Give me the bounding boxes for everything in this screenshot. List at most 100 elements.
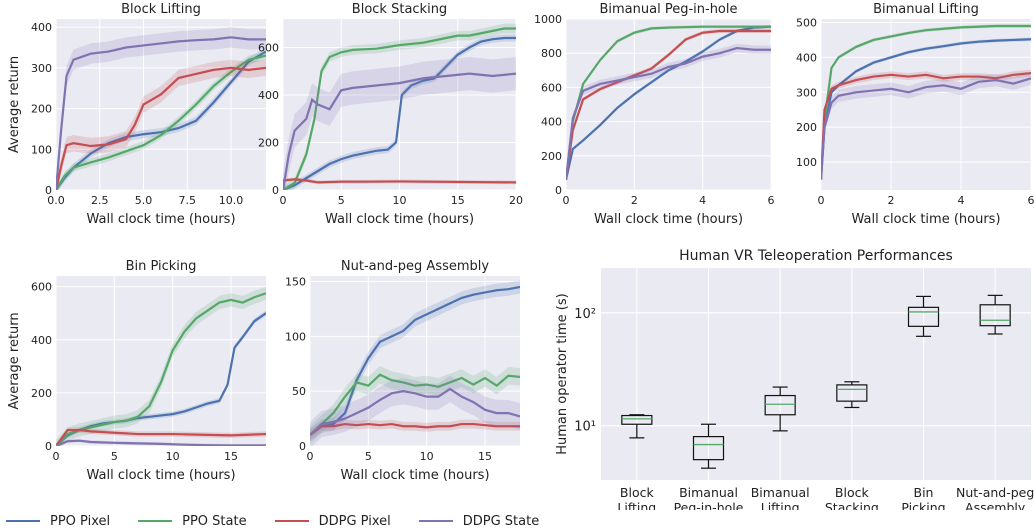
x-tick-label: 10.0 [219, 194, 244, 207]
box-body [979, 304, 1011, 327]
line-ddpg_pixel [56, 66, 266, 190]
box-3 [836, 381, 868, 409]
box-0 [621, 414, 653, 439]
x-tick-label: 5 [365, 450, 372, 463]
x-tick-label: Stacking [825, 500, 879, 510]
x-tick-label: Peg-in-hole [674, 500, 744, 510]
line-ppo_pixel [310, 285, 520, 436]
y-tick-label: 50 [292, 385, 306, 398]
legend-item-ppo-state: PPO State [138, 514, 247, 529]
y-axis-label: Average return [7, 56, 22, 153]
line-ppo_pixel [56, 312, 266, 446]
y-tick-label: 0 [45, 440, 52, 453]
line-ddpg_state [56, 439, 266, 446]
y-tick-label: 600 [541, 81, 562, 94]
x-tick-label: 5 [111, 450, 118, 463]
box-5 [979, 294, 1011, 335]
y-tick-label: 200 [796, 121, 817, 134]
y-tick-label: 200 [31, 387, 52, 400]
x-tick-label: 0.0 [47, 194, 65, 207]
box-body [621, 414, 653, 425]
legend: PPO Pixel PPO State DDPG Pixel DDPG Stat… [6, 512, 567, 530]
plot-area [821, 19, 1031, 190]
line-ddpg_pixel [566, 29, 771, 180]
line-ppo_state [283, 27, 516, 190]
legend-swatch-ppo-pixel [6, 519, 40, 523]
y-tick-label: 0 [272, 184, 279, 197]
x-tick-label: 4 [699, 194, 706, 207]
x-tick-label: 0 [307, 450, 314, 463]
chart-title: Bimanual Lifting [873, 2, 979, 17]
y-tick-label: 600 [258, 42, 279, 55]
box-body [836, 384, 868, 402]
chart-4: 0 5 10 15 0 200 400 600 Bin Picking Wall clock ti… [7, 259, 266, 483]
legend-label-ddpg-pixel: DDPG Pixel [318, 513, 391, 529]
line-ppo_pixel [821, 38, 1031, 180]
legend-swatch-ddpg-state [418, 519, 453, 523]
x-tick-label: 10 [166, 450, 180, 463]
x-axis-label: Wall clock time (hours) [86, 468, 235, 483]
y-tick-label: 100 [285, 330, 306, 343]
y-tick-label: 500 [796, 16, 817, 29]
x-axis-label: Wall clock time (hours) [325, 212, 474, 227]
line-ddpg_state [310, 387, 520, 436]
box-body [764, 394, 796, 416]
y-tick-label: 400 [258, 89, 279, 102]
y-tick-label: 150 [285, 275, 306, 288]
box-1 [692, 423, 725, 469]
x-tick-label: 2 [888, 194, 895, 207]
x-axis-label: Wall clock time (hours) [340, 468, 489, 483]
y-tick-label: 400 [796, 51, 817, 64]
line-ddpg_state [566, 46, 771, 180]
band-ddpg_state [566, 43, 771, 185]
y-tick-label: 400 [31, 21, 52, 34]
x-tick-label: Lifting [761, 500, 800, 510]
series-group [566, 24, 771, 185]
series-group [56, 27, 266, 190]
chart-title: Bin Picking [126, 259, 197, 274]
y-tick-label: 1000 [534, 13, 562, 26]
x-axis-label: Wall clock time (hours) [851, 212, 1000, 227]
x-tick-label: Bin [914, 485, 934, 500]
x-axis-label: Wall clock time (hours) [594, 212, 743, 227]
legend-label-ppo-pixel: PPO Pixel [50, 513, 111, 529]
x-tick-label: 5.0 [135, 194, 153, 207]
chart-title: Nut-and-peg Assembly [341, 259, 489, 274]
x-tick-label: 4 [958, 194, 965, 207]
series-group [310, 280, 520, 446]
x-tick-label: 0 [53, 450, 60, 463]
line-ppo_state [310, 373, 520, 436]
y-tick-label: 400 [31, 334, 52, 347]
x-tick-label: Nut-and-peg [956, 485, 1034, 500]
series-group [56, 286, 266, 446]
x-tick-label: Picking [901, 500, 945, 510]
plot-area [601, 268, 1031, 480]
chart-title: Bimanual Peg-in-hole [599, 2, 737, 17]
x-tick-label: Lifting [617, 500, 656, 510]
x-tick-label: 0 [563, 194, 570, 207]
chart-title: Human VR Teleoperation Performances [679, 248, 953, 264]
legend-swatch-ppo-state [138, 519, 173, 523]
x-tick-label: Block [620, 485, 655, 500]
x-tick-label: 6 [768, 194, 775, 207]
y-tick-label: 200 [541, 150, 562, 163]
line-ppo_state [56, 54, 266, 190]
chart-title: Block Lifting [121, 2, 201, 17]
band-ddpg_state [56, 27, 266, 190]
line-ddpg_pixel [56, 428, 266, 446]
y-tick-label: 0 [299, 440, 306, 453]
chart-0: 0.0 2.5 5.0 7.5 10.0 0 100 200 300 400 Block Lifti… [7, 2, 266, 227]
x-tick-label: 7.5 [179, 194, 197, 207]
x-tick-label: Block [835, 485, 870, 500]
chart-2: 0 2 4 6 0 200 400 600 800 1000 Bimanual Peg-in-hol… [534, 2, 775, 227]
y-tick-label: 10² [574, 307, 596, 322]
line-ppo_state [56, 292, 266, 446]
x-tick-label: 15 [224, 450, 238, 463]
box-body [692, 436, 725, 461]
y-tick-label: 300 [796, 86, 817, 99]
band-ppo_state [310, 365, 520, 444]
y-tick-label: 200 [31, 103, 52, 116]
y-axis-label: Human operator time (s) [555, 293, 570, 454]
band-ddpg_pixel [56, 59, 266, 190]
band-ppo_pixel [56, 310, 266, 446]
